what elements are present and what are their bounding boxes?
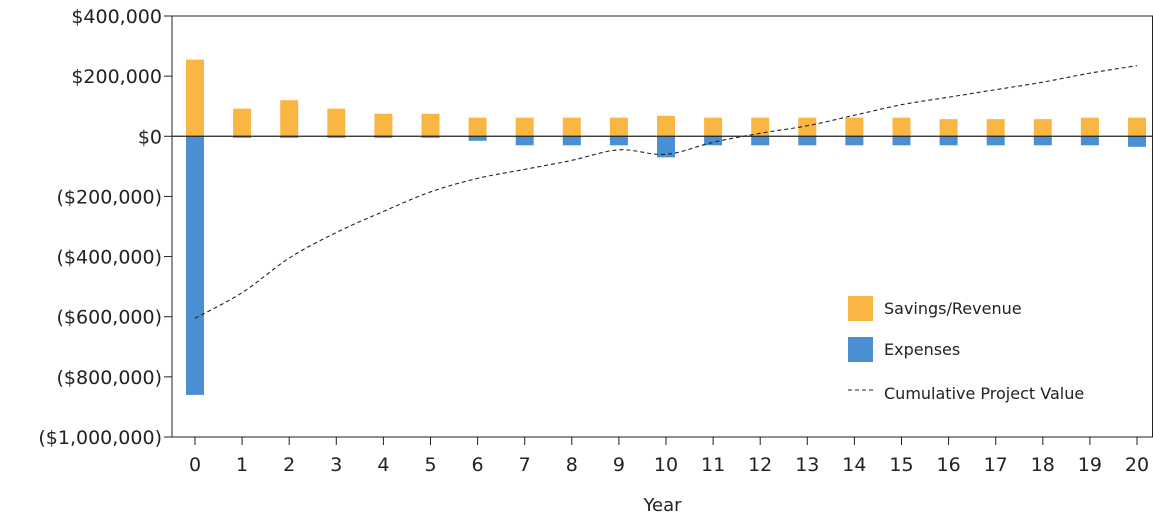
bar-expenses-year-4 [374,136,393,138]
bar-savings-revenue-year-14 [845,117,864,137]
y-tick-label: $400,000 [71,6,162,28]
x-tick-label: 12 [748,454,772,476]
bar-savings-revenue-year-12 [751,117,770,137]
x-tick-label: 4 [377,454,389,476]
bar-expenses-year-18 [1033,136,1052,146]
legend-swatch-expenses [848,337,873,362]
bar-savings-revenue-year-18 [1033,119,1052,137]
bar-savings-revenue-year-13 [798,117,817,137]
bar-savings-revenue-year-10 [657,115,675,137]
x-tick-label: 15 [889,454,913,476]
bar-expenses-year-15 [892,136,911,146]
bar-savings-revenue-year-6 [468,117,487,137]
bar-savings-revenue-year-5 [421,113,440,137]
bar-savings-revenue-year-4 [374,113,393,137]
bar-expenses-year-20 [1128,136,1146,147]
bar-savings-revenue-year-9 [609,117,628,137]
bar-savings-revenue-year-0 [186,59,204,137]
bar-savings-revenue-year-3 [327,108,346,137]
line-cumulative-project-value [194,65,1138,319]
legend-label-savings-revenue: Savings/Revenue [884,299,1022,318]
bar-expenses-year-16 [939,136,958,146]
x-tick-label: 7 [519,454,531,476]
bar-expenses-year-19 [1080,136,1099,146]
bar-expenses-year-2 [280,136,299,138]
bar-savings-revenue-year-8 [562,117,581,137]
x-tick-label: 14 [842,454,866,476]
x-tick-label: 17 [984,454,1008,476]
y-tick-label: ($600,000) [57,307,162,329]
bar-savings-revenue-year-16 [939,119,958,137]
x-tick-label: 18 [1031,454,1055,476]
y-tick-label: $200,000 [71,66,162,88]
bar-expenses-year-17 [986,136,1005,146]
plot-area: $400,000 $200,000 $0 ($200,000) ($400,000) ($… [38,6,1153,476]
y-tick-label: ($400,000) [57,247,162,269]
bar-expenses-year-11 [704,136,723,146]
x-tick-label: 9 [613,454,625,476]
x-tick-label: 3 [330,454,342,476]
legend: Savings/Revenue Expenses Cumulative Proj… [848,296,1084,403]
x-tick-label: 11 [701,454,725,476]
bar-expenses-year-12 [751,136,770,146]
bar-expenses-year-9 [609,136,628,146]
x-tick-label: 13 [795,454,819,476]
bar-savings-revenue-year-17 [986,119,1005,137]
x-tick-label: 6 [472,454,484,476]
bar-expenses-year-3 [327,136,346,138]
bar-savings-revenue-year-15 [892,117,911,137]
bar-expenses-year-10 [657,136,675,158]
x-tick-label: 16 [937,454,961,476]
bar-expenses-year-5 [421,136,440,138]
legend-swatch-savings-revenue [848,296,873,321]
bar-savings-revenue-year-1 [233,108,252,137]
x-tick-label: 20 [1125,454,1149,476]
x-tick-label: 1 [236,454,248,476]
y-tick-label: $0 [138,126,162,148]
bar-expenses-year-13 [798,136,817,146]
bar-expenses-year-0 [186,136,204,395]
bar-expenses-year-14 [845,136,864,146]
bar-savings-revenue-year-19 [1080,117,1099,137]
bar-savings-revenue-year-11 [704,117,723,137]
bar-savings-revenue-year-7 [515,117,534,137]
x-axis-label: Year [642,495,682,516]
x-tick-label: 2 [283,454,295,476]
bar-expenses-year-7 [515,136,534,146]
bar-expenses-year-1 [233,136,252,138]
legend-label-cumulative-project-value: Cumulative Project Value [884,384,1084,403]
bar-expenses-year-8 [562,136,581,146]
y-tick-label: ($200,000) [57,186,162,208]
x-tick-label: 8 [566,454,578,476]
x-tick-label: 10 [654,454,678,476]
x-tick-label: 5 [424,454,436,476]
bar-savings-revenue-year-2 [280,100,299,137]
y-tick-label: ($800,000) [57,367,162,389]
bar-savings-revenue-year-20 [1128,117,1146,137]
x-tick-label: 19 [1078,454,1102,476]
legend-label-expenses: Expenses [884,340,960,359]
y-tick-label: ($1,000,000) [38,427,162,449]
bar-expenses-year-6 [468,136,487,141]
x-tick-label: 0 [189,454,201,476]
